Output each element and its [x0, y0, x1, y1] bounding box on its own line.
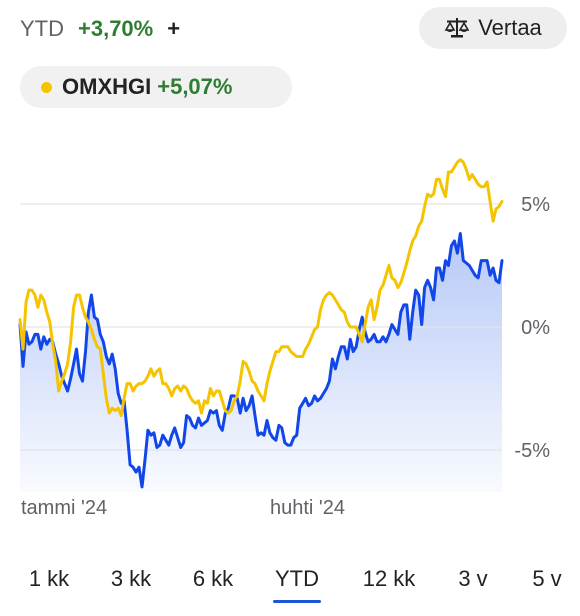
- tab-3-v[interactable]: 3 v: [458, 566, 488, 591]
- y-tick-label: 0%: [521, 317, 550, 339]
- tab-6-kk[interactable]: 6 kk: [192, 566, 234, 591]
- ytd-label: YTD: [20, 16, 64, 41]
- tab-5-v[interactable]: 5 v: [532, 566, 562, 591]
- price-chart[interactable]: 5% 0% -5% tammi '24 huhti '24: [0, 120, 580, 530]
- index-name: OMXHGI: [62, 74, 152, 99]
- compare-label: Vertaa: [478, 15, 542, 40]
- tab-1-kk[interactable]: 1 kk: [28, 566, 70, 591]
- y-tick-label: -5%: [514, 440, 550, 462]
- y-tick-label: 5%: [521, 194, 550, 216]
- index-change-value: +5,07%: [157, 74, 233, 99]
- tab-3-kk[interactable]: 3 kk: [110, 566, 152, 591]
- index-color-dot: [41, 81, 52, 93]
- x-tick-label: huhti '24: [270, 497, 345, 519]
- scale-icon: [444, 18, 470, 38]
- ytd-summary: YTD +3,70% +: [20, 14, 180, 44]
- ytd-change-value: +3,70%: [78, 16, 154, 41]
- index-chip-omxhgi[interactable]: OMXHGI +5,07%: [20, 66, 292, 108]
- tab-12-kk[interactable]: 12 kk: [362, 566, 416, 591]
- stock-price-line: [18, 232, 504, 489]
- series-area-fill: [20, 233, 502, 492]
- tab-ytd[interactable]: YTD: [273, 566, 321, 603]
- period-tabs: 1 kk 3 kk 6 kk YTD 12 kk 3 v 5 v: [0, 560, 580, 604]
- compare-button[interactable]: Vertaa: [419, 7, 567, 49]
- x-tick-label: tammi '24: [21, 497, 107, 519]
- index-omxhgi-line: [18, 158, 504, 418]
- add-comparison-button[interactable]: +: [167, 16, 181, 41]
